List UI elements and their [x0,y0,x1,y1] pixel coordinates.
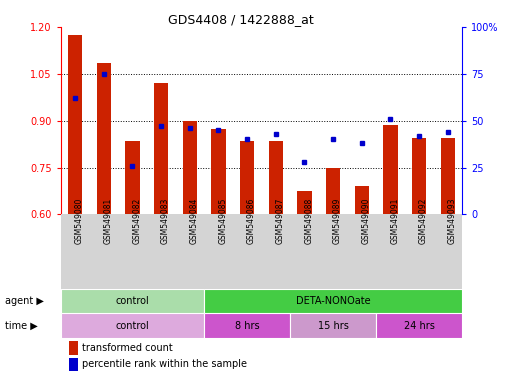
Text: transformed count: transformed count [82,343,172,353]
Text: GSM549083: GSM549083 [161,197,170,243]
Text: GSM549093: GSM549093 [448,197,457,244]
Text: GSM549081: GSM549081 [103,197,112,243]
Text: 15 hrs: 15 hrs [317,321,348,331]
Bar [440,138,455,215]
Bar [125,141,139,215]
Bar [61,313,204,338]
Bar [412,138,426,215]
Bar [61,288,204,313]
Text: GSM549086: GSM549086 [247,197,256,243]
Bar [240,141,254,215]
Bar [97,63,111,215]
Bar [269,141,283,215]
Text: percentile rank within the sample: percentile rank within the sample [82,359,247,369]
Bar [376,313,462,338]
Bar [69,358,78,371]
Text: 8 hrs: 8 hrs [235,321,259,331]
Text: GSM549080: GSM549080 [75,197,84,243]
Text: 24 hrs: 24 hrs [403,321,435,331]
Bar [68,35,82,215]
Text: GSM549084: GSM549084 [190,197,199,243]
Title: GDS4408 / 1422888_at: GDS4408 / 1422888_at [168,13,314,26]
Bar [69,341,78,354]
Bar [204,313,290,338]
Bar [383,125,398,215]
Text: GSM549085: GSM549085 [219,197,228,243]
Text: GSM549082: GSM549082 [133,197,142,243]
Bar [297,191,312,215]
Text: GSM549091: GSM549091 [390,197,399,243]
Bar [204,288,462,313]
Text: GSM549092: GSM549092 [419,197,428,243]
Bar [154,83,168,215]
Text: agent ▶: agent ▶ [5,296,44,306]
Text: control: control [116,321,149,331]
Bar [211,129,225,215]
Text: GSM549089: GSM549089 [333,197,342,243]
Text: DETA-NONOate: DETA-NONOate [296,296,370,306]
Bar [290,313,376,338]
Text: GSM549088: GSM549088 [304,197,313,243]
Bar [326,167,340,215]
Text: GSM549087: GSM549087 [276,197,285,243]
Text: time ▶: time ▶ [5,321,38,331]
Text: control: control [116,296,149,306]
Bar [183,121,197,215]
Text: GSM549090: GSM549090 [362,197,371,244]
Bar [354,186,369,215]
